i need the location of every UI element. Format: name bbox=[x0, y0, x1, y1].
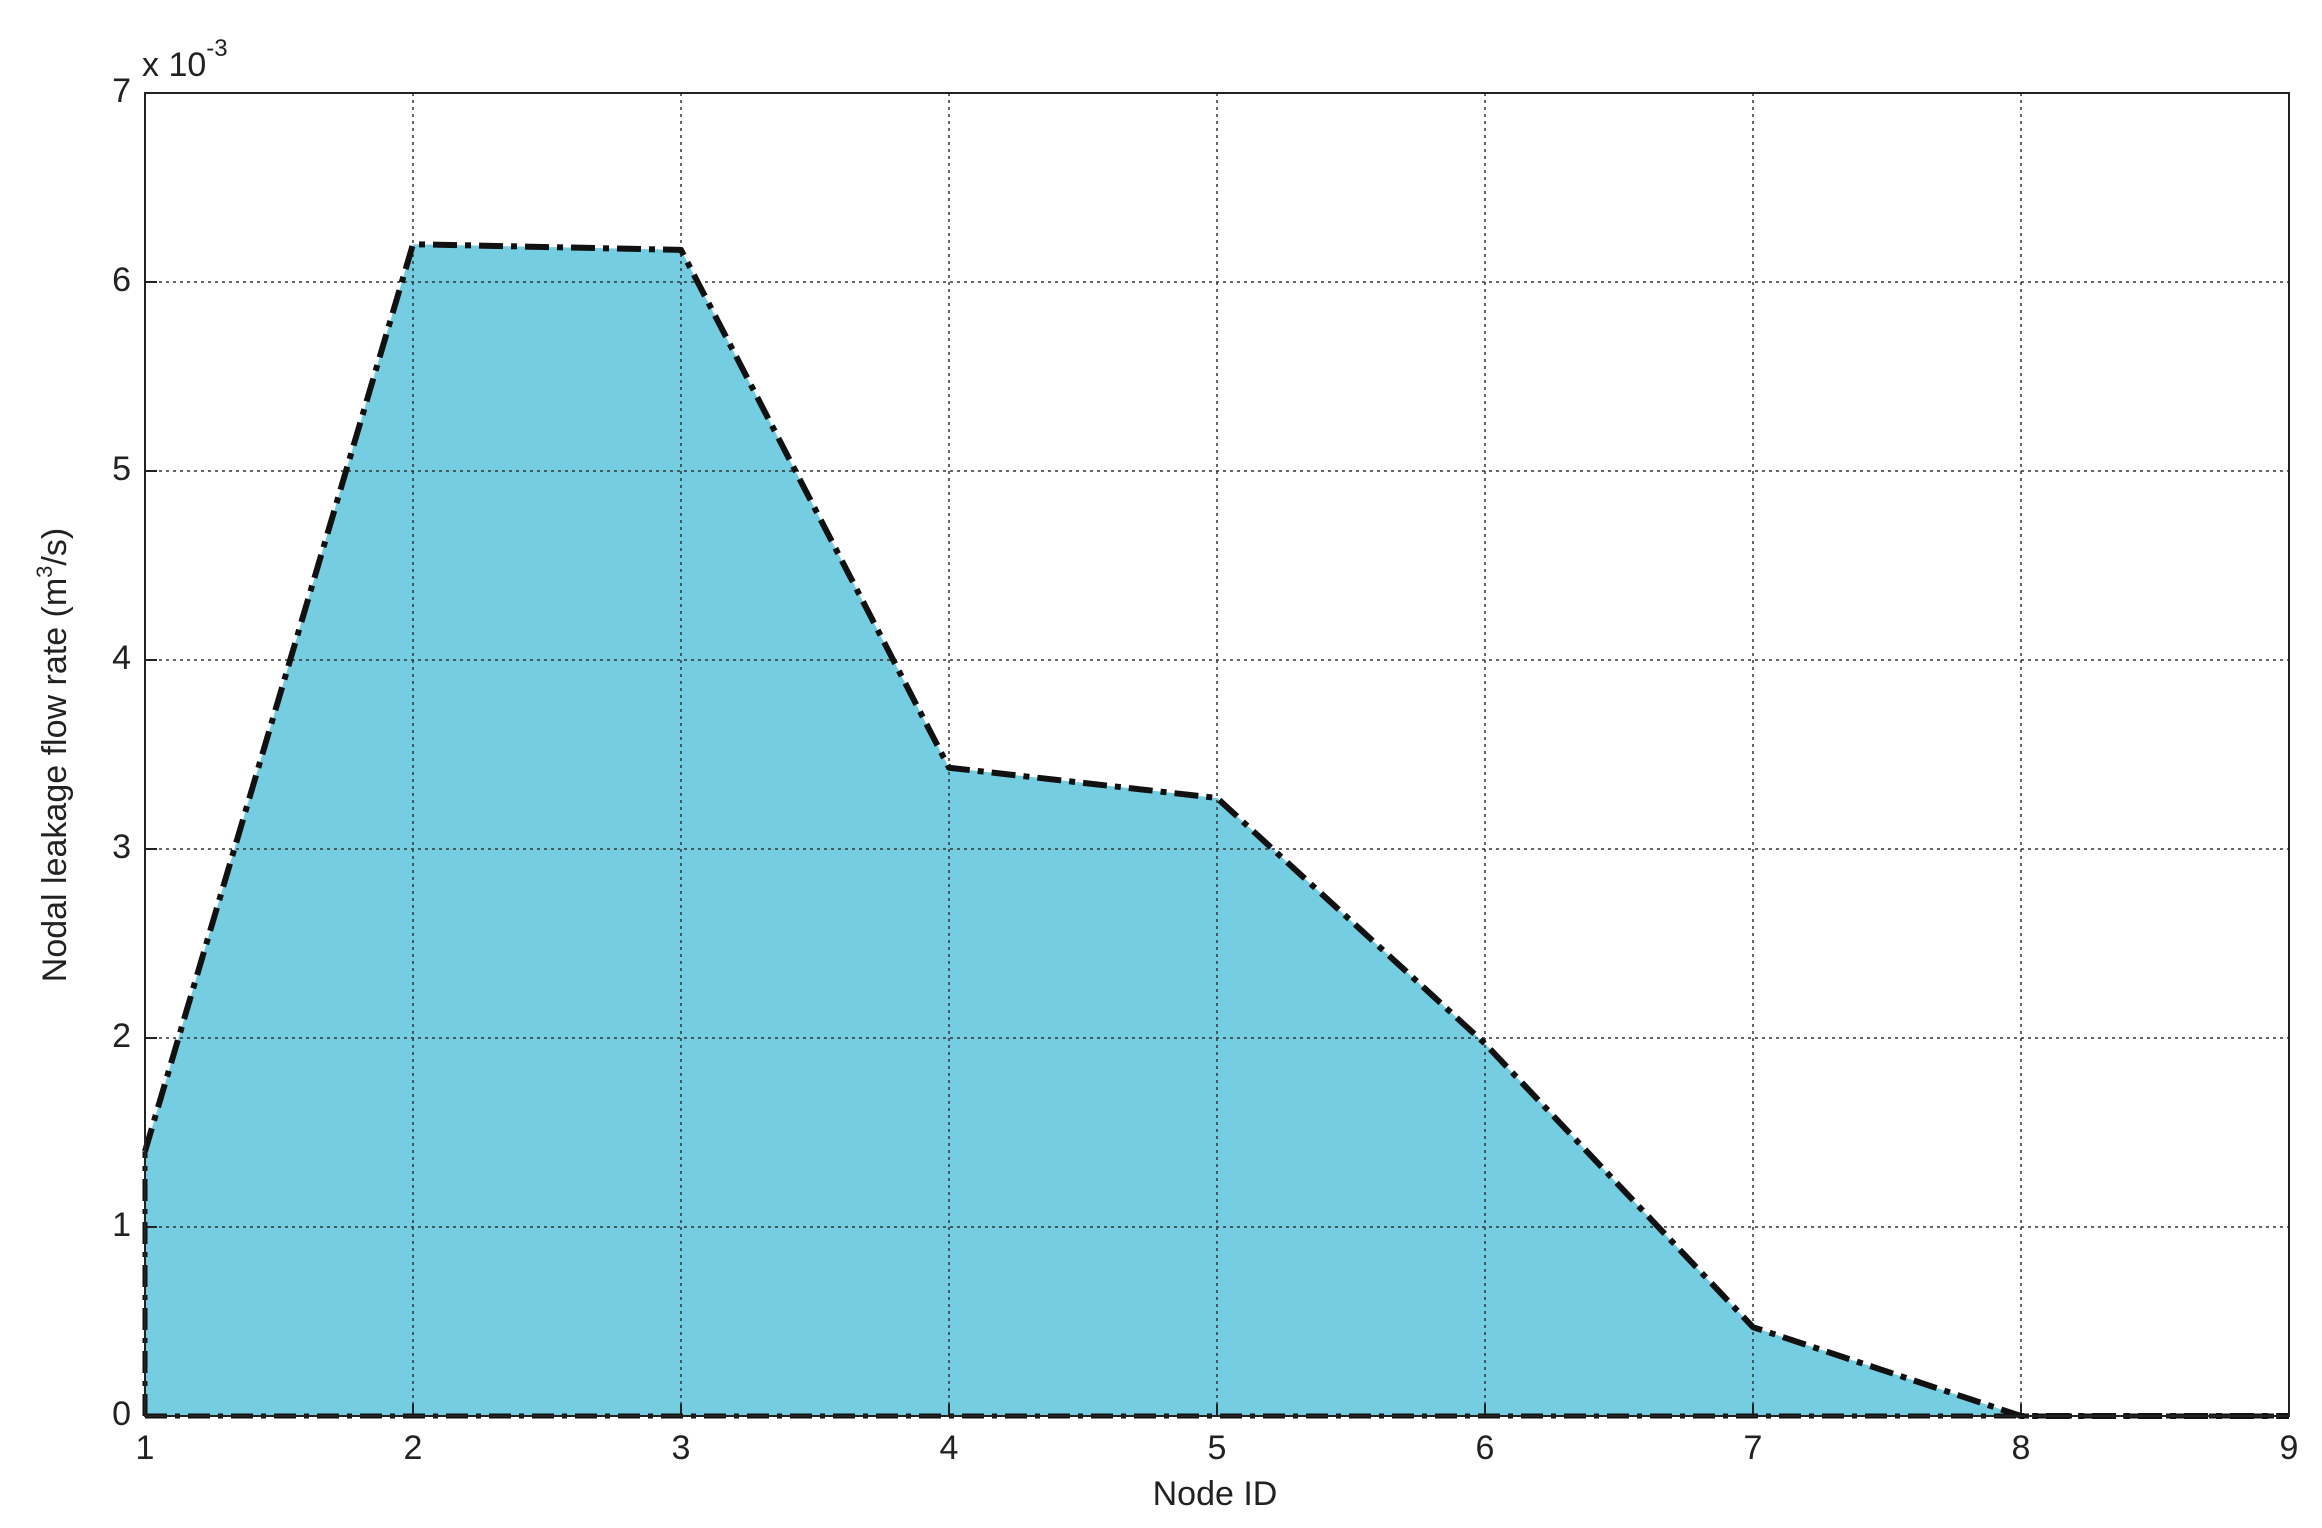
y-tick-label: 2 bbox=[112, 1017, 131, 1055]
plot-frame bbox=[144, 92, 2290, 1417]
y-axis-label: Nodal leakage flow rate (m3/s) bbox=[32, 528, 74, 982]
y-tick-label: 7 bbox=[112, 72, 131, 110]
x-tick-label: 9 bbox=[2280, 1429, 2299, 1467]
x-tick-label: 6 bbox=[1476, 1429, 1495, 1467]
multiplier-exponent: -3 bbox=[206, 35, 227, 62]
y-tick-label: 6 bbox=[112, 261, 131, 299]
x-tick-label: 3 bbox=[672, 1429, 691, 1467]
x-tick-label: 8 bbox=[2012, 1429, 2031, 1467]
x-axis-label: Node ID bbox=[1153, 1475, 1278, 1513]
y-multiplier: x 10-3 bbox=[142, 35, 228, 84]
x-tick-label: 5 bbox=[1208, 1429, 1227, 1467]
y-tick-label: 4 bbox=[112, 639, 131, 677]
y-tick-label: 0 bbox=[112, 1395, 131, 1433]
plot-area bbox=[142, 92, 2290, 1419]
x-tick-label: 4 bbox=[940, 1429, 959, 1467]
x-tick-label: 7 bbox=[1744, 1429, 1763, 1467]
x-tick-label: 2 bbox=[404, 1429, 423, 1467]
area-line bbox=[142, 241, 2289, 1419]
y-tick-label: 1 bbox=[112, 1206, 131, 1244]
y-label-suffix: /s) bbox=[36, 528, 74, 566]
multiplier-base: x 10 bbox=[142, 46, 206, 84]
y-tick-label: 5 bbox=[112, 450, 131, 488]
y-label-superscript: 3 bbox=[32, 566, 57, 578]
y-label-text: Nodal leakage flow rate (m bbox=[36, 578, 74, 982]
y-tick-label: 3 bbox=[112, 828, 131, 866]
x-tick-label: 1 bbox=[136, 1429, 155, 1467]
